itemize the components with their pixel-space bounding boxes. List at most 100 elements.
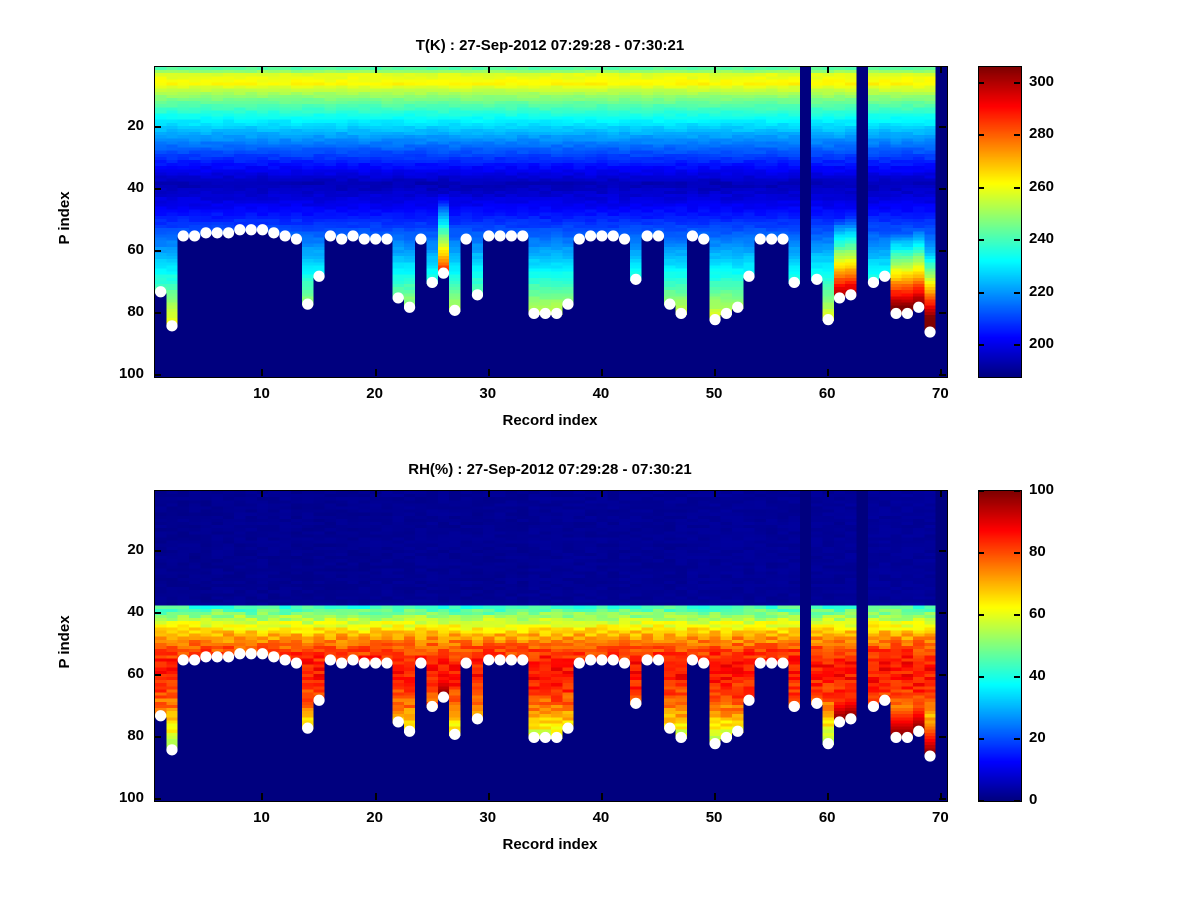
x-tick-label: 20 xyxy=(366,809,383,826)
colorbar-tick-mark xyxy=(978,239,984,241)
x-tick-mark xyxy=(261,66,263,73)
x-tick-label: 10 xyxy=(253,385,270,402)
y-tick-mark xyxy=(154,250,161,252)
colorbar-tick-mark xyxy=(978,614,984,616)
x-tick-label: 10 xyxy=(253,809,270,826)
colorbar-relative-humidity[interactable] xyxy=(978,490,1022,802)
y-tick-label: 20 xyxy=(127,541,144,559)
x-tick-label: 70 xyxy=(931,809,949,826)
x-tick-mark xyxy=(601,793,603,800)
colorbar-tick-label: 280 xyxy=(1029,125,1055,143)
colorbar-gradient-relative-humidity xyxy=(979,491,1021,801)
x-tick-mark xyxy=(488,369,490,376)
x-tick-mark xyxy=(827,793,829,800)
colorbar-tick-mark xyxy=(978,676,984,678)
colorbar-tick-label: 0 xyxy=(1029,791,1038,808)
x-tick-mark xyxy=(601,490,603,497)
colorbar-tick-mark xyxy=(978,134,984,136)
x-tick-mark xyxy=(261,793,263,800)
colorbar-tick-mark xyxy=(1014,614,1020,616)
x-tick-mark xyxy=(375,369,377,376)
y-axis-label-relative-humidity: P index xyxy=(56,615,73,669)
colorbar-tick-mark xyxy=(1014,292,1020,294)
x-axis-label-relative-humidity: Record index xyxy=(502,836,598,853)
colorbar-tick-mark xyxy=(1014,239,1020,241)
y-tick-label: 100 xyxy=(118,789,144,807)
y-tick-label: 100 xyxy=(118,365,144,383)
y-tick-mark xyxy=(939,126,946,128)
x-tick-mark xyxy=(714,793,716,800)
y-tick-label: 80 xyxy=(127,727,144,745)
colorbar-tick-label: 80 xyxy=(1029,543,1046,560)
colorbar-tick-mark xyxy=(978,187,984,189)
x-tick-mark xyxy=(940,369,942,376)
x-tick-mark xyxy=(261,490,263,497)
y-tick-label: 40 xyxy=(127,603,144,621)
colorbar-tick-mark xyxy=(1014,187,1020,189)
y-tick-mark xyxy=(939,312,946,314)
heatmap-axes-temperature[interactable] xyxy=(154,66,948,378)
plot-title-relative-humidity: RH(%) : 27-Sep-2012 07:29:28 - 07:30:21 xyxy=(408,461,692,478)
x-tick-mark xyxy=(375,793,377,800)
x-tick-mark xyxy=(375,66,377,73)
colorbar-tick-mark xyxy=(978,82,984,84)
colorbar-tick-mark xyxy=(1014,676,1020,678)
colorbar-tick-mark xyxy=(1014,490,1020,492)
y-tick-label: 60 xyxy=(127,241,144,259)
colorbar-tick-mark xyxy=(1014,82,1020,84)
x-tick-mark xyxy=(827,490,829,497)
x-tick-label: 30 xyxy=(479,385,497,402)
colorbar-tick-mark xyxy=(978,344,984,346)
y-tick-mark xyxy=(154,126,161,128)
x-tick-mark xyxy=(714,490,716,497)
x-tick-mark xyxy=(714,66,716,73)
y-tick-mark xyxy=(939,250,946,252)
x-tick-label: 40 xyxy=(592,809,610,826)
x-tick-label: 40 xyxy=(592,385,610,402)
colorbar-temperature[interactable] xyxy=(978,66,1022,378)
colorbar-tick-label: 240 xyxy=(1029,230,1055,248)
y-tick-mark xyxy=(154,374,161,376)
y-tick-mark xyxy=(939,674,946,676)
x-tick-mark xyxy=(261,369,263,376)
colorbar-tick-mark xyxy=(978,552,984,554)
x-tick-mark xyxy=(827,369,829,376)
x-axis-label-temperature: Record index xyxy=(502,412,598,429)
x-tick-mark xyxy=(940,490,942,497)
colorbar-tick-label: 260 xyxy=(1029,177,1055,195)
colorbar-tick-mark xyxy=(1014,552,1020,554)
x-tick-mark xyxy=(940,793,942,800)
y-tick-mark xyxy=(939,188,946,190)
x-tick-label: 30 xyxy=(479,809,497,826)
x-tick-mark xyxy=(714,369,716,376)
y-tick-mark xyxy=(939,612,946,614)
y-tick-mark xyxy=(154,736,161,738)
colorbar-tick-mark xyxy=(1014,738,1020,740)
colorbar-tick-mark xyxy=(1014,344,1020,346)
y-tick-mark xyxy=(154,674,161,676)
colorbar-tick-mark xyxy=(978,490,984,492)
heatmap-image-relative-humidity xyxy=(155,491,947,801)
colorbar-tick-mark xyxy=(978,738,984,740)
x-tick-label: 70 xyxy=(931,385,949,402)
x-tick-mark xyxy=(601,369,603,376)
x-tick-label: 60 xyxy=(818,809,836,826)
colorbar-tick-mark xyxy=(978,292,984,294)
colorbar-tick-label: 40 xyxy=(1029,667,1046,684)
colorbar-tick-label: 220 xyxy=(1029,282,1055,300)
colorbar-tick-label: 100 xyxy=(1029,481,1055,498)
x-tick-label: 50 xyxy=(705,385,723,402)
y-tick-label: 80 xyxy=(127,303,144,321)
y-tick-label: 40 xyxy=(127,179,144,197)
plot-title-temperature: T(K) : 27-Sep-2012 07:29:28 - 07:30:21 xyxy=(415,37,685,54)
y-tick-mark xyxy=(154,550,161,552)
x-tick-mark xyxy=(488,793,490,800)
heatmap-image-temperature xyxy=(155,67,947,377)
colorbar-gradient-temperature xyxy=(979,67,1021,377)
colorbar-tick-label: 300 xyxy=(1029,72,1055,90)
heatmap-axes-relative-humidity[interactable] xyxy=(154,490,948,802)
y-tick-mark xyxy=(154,188,161,190)
y-tick-mark xyxy=(939,550,946,552)
